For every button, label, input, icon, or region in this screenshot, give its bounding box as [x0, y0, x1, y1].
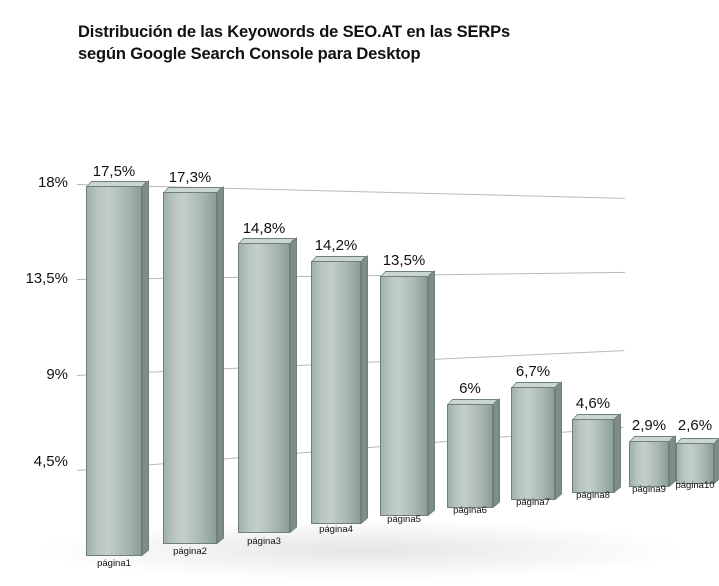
- bar-group-pagina4[interactable]: [311, 255, 368, 525]
- bar-front: [238, 243, 290, 533]
- bar-value-pagina7: 6,7%: [515, 363, 551, 380]
- category-label-pagina4: página4: [319, 524, 353, 535]
- bar-group-pagina7[interactable]: [511, 381, 562, 500]
- category-label-pagina1: página1: [97, 558, 131, 569]
- category-label-pagina3: página3: [247, 536, 281, 547]
- bar-side: [493, 398, 500, 508]
- bar-value-pagina5: 13,5%: [382, 252, 426, 269]
- bar-group-pagina5[interactable]: [380, 270, 435, 516]
- category-label-pagina7: página7: [516, 497, 550, 508]
- bar-group-pagina2[interactable]: [163, 186, 224, 545]
- bar-front: [511, 387, 555, 500]
- bar-side: [361, 255, 368, 525]
- bar-value-pagina9: 2,9%: [631, 417, 667, 434]
- y-axis-label-9: 9%: [46, 366, 68, 383]
- bar-value-pagina8: 4,6%: [575, 395, 611, 412]
- bar-group-pagina1[interactable]: [86, 180, 149, 557]
- category-label-pagina8: página8: [576, 490, 610, 501]
- bar-group-pagina6[interactable]: [447, 398, 500, 508]
- category-label-pagina6: página6: [453, 505, 487, 516]
- chart-title: Distribución de las Keyowords de SEO.AT …: [78, 22, 678, 66]
- category-label-pagina9: página9: [632, 484, 666, 495]
- bar-front: [380, 276, 428, 516]
- bar-side: [142, 180, 149, 557]
- bar-value-pagina6: 6%: [459, 380, 481, 397]
- bar-side: [290, 237, 297, 534]
- bar-front: [163, 192, 217, 544]
- bar-group-pagina3[interactable]: [238, 237, 297, 534]
- bar-value-pagina3: 14,8%: [242, 220, 286, 237]
- y-axis-label-4-5: 4,5%: [33, 453, 68, 470]
- bar-value-pagina10: 2,6%: [677, 417, 713, 434]
- bar-front: [676, 443, 714, 484]
- y-axis-label-18: 18%: [37, 174, 68, 191]
- gridline-18: [76, 184, 625, 199]
- bar-front: [447, 404, 493, 508]
- bar-group-pagina8[interactable]: [572, 413, 621, 493]
- bar-value-pagina1: 17,5%: [92, 163, 136, 180]
- bar-front: [629, 441, 669, 487]
- bar-group-pagina10[interactable]: [676, 437, 719, 484]
- bar-side: [714, 437, 719, 484]
- category-label-pagina2: página2: [173, 546, 207, 557]
- bar-front: [572, 419, 614, 493]
- category-label-pagina5: página5: [387, 514, 421, 525]
- bar-group-pagina9[interactable]: [629, 435, 676, 487]
- chart-title-line-1: Distribución de las Keyowords de SEO.AT …: [78, 23, 511, 41]
- bar-front: [311, 261, 361, 524]
- bar-side: [217, 186, 224, 545]
- category-label-pagina10: página10: [675, 480, 715, 491]
- bar-value-pagina2: 17,3%: [168, 169, 212, 186]
- chart-title-line-2: según Google Search Console para Desktop: [78, 44, 421, 63]
- y-axis-label-13-5: 13,5%: [25, 270, 68, 287]
- bar-front: [86, 186, 142, 556]
- bar-value-pagina4: 14,2%: [314, 237, 358, 254]
